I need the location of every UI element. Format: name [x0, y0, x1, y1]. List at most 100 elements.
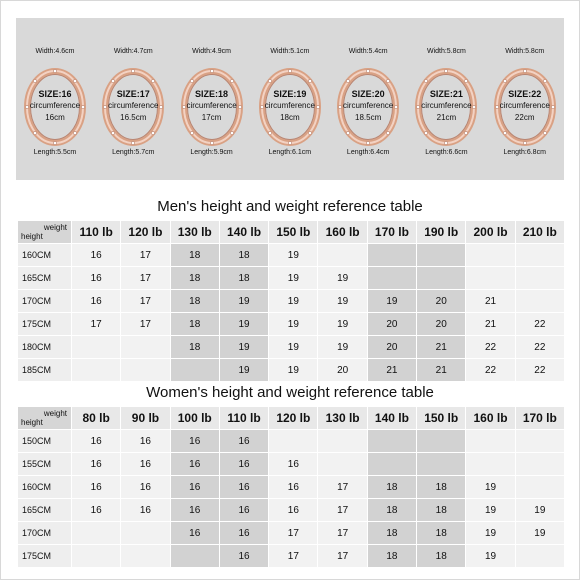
size-cell: 16 [218, 475, 270, 499]
size-cell: 22 [514, 312, 566, 336]
bangle-ring-icon [24, 68, 86, 146]
weight-column-header: 110 lb [70, 220, 122, 244]
circumference-value: 21cm [436, 113, 457, 122]
weight-column-header: 140 lb [218, 220, 270, 244]
size-cell: 18 [366, 498, 418, 522]
bangle-width: Width:4.7cm [113, 48, 153, 55]
size-cell [120, 521, 171, 545]
bangle-size-label: SIZE:16 [38, 89, 72, 99]
size-cell: 17 [70, 312, 122, 336]
size-cell: 16 [268, 498, 319, 522]
weight-column-header: 90 lb [120, 406, 171, 430]
size-cell [70, 544, 122, 568]
size-cell: 19 [268, 289, 319, 313]
size-cell [268, 429, 319, 453]
size-cell [465, 243, 516, 267]
size-cell: 18 [169, 289, 220, 313]
weight-column-header: 130 lb [317, 406, 368, 430]
bangle-width: Width:5.1cm [270, 48, 310, 55]
men-table-title: Men's height and weight reference table [157, 198, 423, 215]
bangle-size-text: SIZE:17 circumference 16.5cm [94, 88, 172, 124]
bangle-width: Width:4.6cm [35, 48, 75, 55]
size-cell: 19 [317, 335, 368, 359]
weight-column-header: 210 lb [514, 220, 566, 244]
circumference-value: 18.5cm [355, 113, 382, 122]
size-cell [317, 243, 368, 267]
height-row-header: 180CM [17, 335, 72, 359]
size-cell: 20 [366, 312, 418, 336]
circumference-label: circumference [421, 101, 472, 110]
bangle-size-4: Width:5.1cm SIZE:19 circumference 18cm Lengt… [251, 18, 329, 180]
size-cell: 18 [416, 475, 467, 499]
size-cell: 16 [70, 243, 122, 267]
height-row-header: 170CM [17, 289, 72, 313]
size-cell: 16 [218, 429, 270, 453]
height-row-header: 175CM [17, 544, 72, 568]
bangle-width: Width:5.8cm [505, 48, 545, 55]
bangle-size-label: SIZE:18 [195, 89, 229, 99]
women-table-title: Women's height and weight reference tabl… [146, 384, 434, 401]
size-cell: 22 [465, 358, 516, 382]
height-row-header: 160CM [17, 475, 72, 499]
size-cell: 19 [268, 243, 319, 267]
bangle-size-panel: Width:4.6cm SIZE:16 circumference 16cm Lengt… [16, 18, 564, 180]
size-cell: 20 [366, 335, 418, 359]
bangle-length: Length:6.1cm [268, 149, 312, 156]
size-cell [416, 266, 467, 290]
size-cell [317, 429, 368, 453]
height-row-header: 175CM [17, 312, 72, 336]
size-cell: 16 [120, 429, 171, 453]
size-cell: 17 [317, 521, 368, 545]
size-cell [366, 429, 418, 453]
bangle-length: Length:5.7cm [112, 149, 155, 156]
circumference-value: 22cm [514, 113, 535, 122]
size-cell: 19 [465, 521, 516, 545]
bangle-size-3: Width:4.9cm SIZE:18 circumference 17cm Lengt… [173, 18, 251, 180]
size-cell: 16 [218, 452, 270, 476]
height-row-header: 165CM [17, 266, 72, 290]
bangle-size-1: Width:4.6cm SIZE:16 circumference 16cm Lengt… [16, 18, 94, 180]
size-cell: 17 [120, 312, 171, 336]
circumference-label: circumference [29, 101, 81, 110]
weight-column-header: 140 lb [366, 406, 418, 430]
size-cell: 16 [169, 498, 220, 522]
bangle-width: Width:4.9cm [192, 48, 232, 55]
size-cell: 18 [416, 544, 467, 568]
size-cell: 16 [120, 452, 171, 476]
table-row: 180CM 18 19 19 19 20 21 22 22 [17, 335, 566, 359]
bangle-size-6: Width:5.8cm SIZE:21 circumference 21cm Lengt… [407, 18, 485, 180]
bangle-size-text: SIZE:21 circumference 21cm [407, 88, 485, 124]
size-cell: 19 [268, 335, 319, 359]
size-cell: 18 [169, 243, 220, 267]
size-cell: 22 [514, 358, 566, 382]
bangle-size-text: SIZE:18 circumference 17cm [173, 88, 251, 124]
size-cell: 16 [120, 498, 171, 522]
circumference-value: 16.5cm [120, 113, 147, 122]
bangle-width: Width:5.8cm [426, 48, 466, 55]
size-cell: 16 [70, 475, 122, 499]
bangle-size-text: SIZE:19 circumference 18cm [251, 88, 329, 124]
bangle-length: Length:5.9cm [190, 149, 233, 156]
size-cell [514, 289, 566, 313]
weight-label: weight [43, 223, 67, 232]
size-cell: 19 [268, 266, 319, 290]
size-cell [514, 544, 566, 568]
circumference-label: circumference [264, 101, 315, 110]
height-label: height [21, 418, 43, 427]
size-cell [514, 266, 566, 290]
size-cell: 19 [317, 312, 368, 336]
bangle-size-text: SIZE:22 circumference 22cm [486, 88, 564, 124]
size-cell: 22 [465, 335, 516, 359]
size-cell: 16 [218, 498, 270, 522]
size-cell: 19 [465, 475, 516, 499]
size-cell: 20 [416, 289, 467, 313]
size-cell: 16 [120, 475, 171, 499]
height-row-header: 150CM [17, 429, 72, 453]
size-cell [416, 452, 467, 476]
table-row: 175CM 17 17 18 19 19 19 20 20 21 22 [17, 312, 566, 336]
bangle-size-label: SIZE:17 [116, 89, 150, 99]
bangle-length: Length:5.5cm [33, 149, 77, 156]
size-cell: 18 [218, 266, 270, 290]
size-cell: 19 [366, 289, 418, 313]
height-row-header: 160CM [17, 243, 72, 267]
